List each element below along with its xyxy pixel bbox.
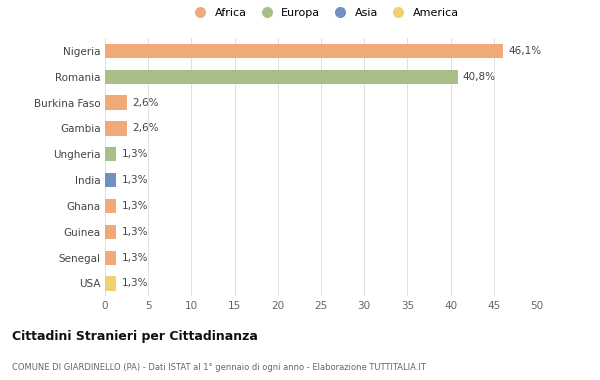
Text: 2,6%: 2,6% (133, 124, 159, 133)
Bar (105, 121, 127, 136)
Bar (105, 250, 116, 265)
Text: 2,6%: 2,6% (133, 98, 159, 108)
Text: 46,1%: 46,1% (508, 46, 542, 56)
Bar (105, 147, 116, 162)
Bar (105, 225, 116, 239)
Bar (105, 44, 503, 58)
Text: 1,3%: 1,3% (121, 201, 148, 211)
Bar (105, 199, 116, 213)
Text: 1,3%: 1,3% (121, 175, 148, 185)
Bar (105, 173, 116, 187)
Text: Cittadini Stranieri per Cittadinanza: Cittadini Stranieri per Cittadinanza (12, 330, 258, 343)
Text: 1,3%: 1,3% (121, 227, 148, 237)
Legend: Africa, Europa, Asia, America: Africa, Europa, Asia, America (187, 6, 461, 20)
Bar (105, 70, 458, 84)
Bar (105, 95, 127, 110)
Text: 1,3%: 1,3% (121, 279, 148, 288)
Text: 1,3%: 1,3% (121, 149, 148, 159)
Bar (105, 276, 116, 291)
Text: 40,8%: 40,8% (463, 72, 496, 82)
Text: COMUNE DI GIARDINELLO (PA) - Dati ISTAT al 1° gennaio di ogni anno - Elaborazion: COMUNE DI GIARDINELLO (PA) - Dati ISTAT … (12, 364, 426, 372)
Text: 1,3%: 1,3% (121, 253, 148, 263)
